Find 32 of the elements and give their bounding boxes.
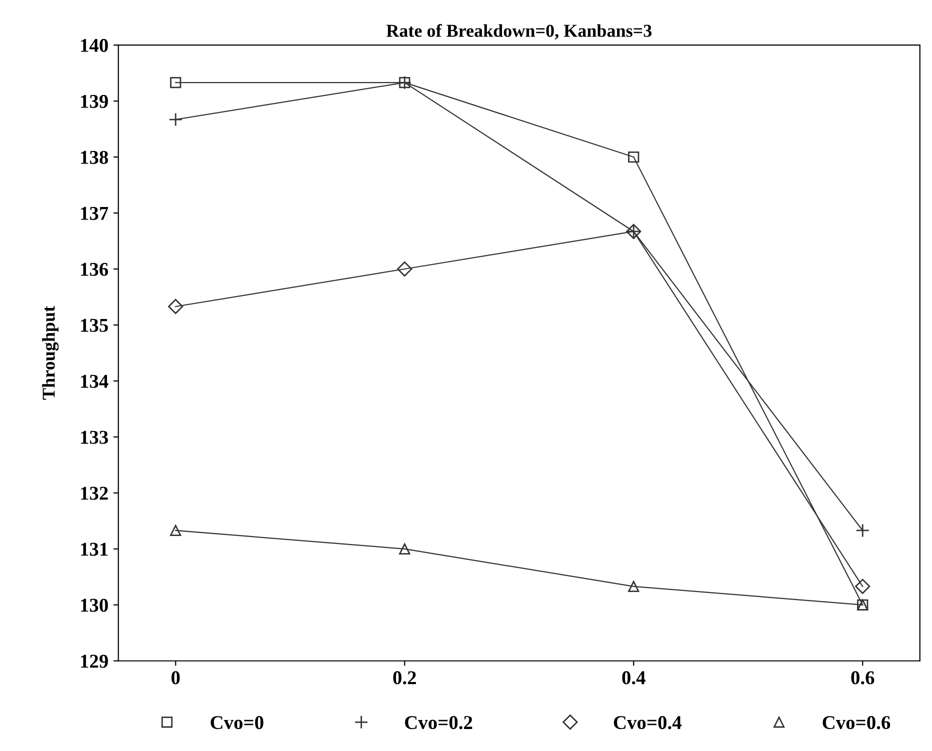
x-tick-label: 0.6 — [851, 671, 874, 684]
y-tick-label: 132 — [81, 486, 108, 500]
point — [628, 151, 640, 163]
point — [170, 524, 182, 536]
point — [855, 578, 870, 594]
x-tick-label: 0.4 — [622, 671, 646, 684]
point — [399, 543, 410, 554]
y-tick-label: 129 — [81, 654, 108, 668]
legend-label: Cvo=0 — [210, 716, 264, 730]
legend-label: Cvo=0.4 — [614, 716, 682, 730]
y-tick-label: 130 — [81, 598, 108, 612]
point — [397, 261, 412, 277]
chart-title: Rate of Breakdown=0, Kanbans=3 — [386, 24, 652, 40]
point — [628, 580, 640, 592]
y-tick-label: 138 — [81, 150, 108, 164]
point — [168, 298, 184, 314]
point — [856, 523, 870, 538]
legend-label: Cvo=0.2 — [405, 716, 472, 730]
y-axis-title: Throughput — [42, 306, 59, 400]
y-tick-label: 136 — [81, 262, 108, 276]
y-tick-label: 133 — [81, 430, 108, 444]
x-tick-label: 0.2 — [393, 671, 416, 684]
point — [170, 77, 182, 88]
legend-label: Cvo=0.6 — [822, 716, 890, 730]
y-tick-label: 139 — [81, 94, 108, 108]
point — [168, 112, 183, 126]
y-tick-label: 140 — [81, 38, 108, 52]
y-tick-label: 135 — [81, 318, 108, 332]
y-tick-label: 134 — [81, 374, 108, 388]
x-tick-label: 0 — [171, 671, 180, 684]
y-tick-label: 137 — [81, 206, 108, 220]
y-tick-label: 131 — [81, 542, 108, 556]
